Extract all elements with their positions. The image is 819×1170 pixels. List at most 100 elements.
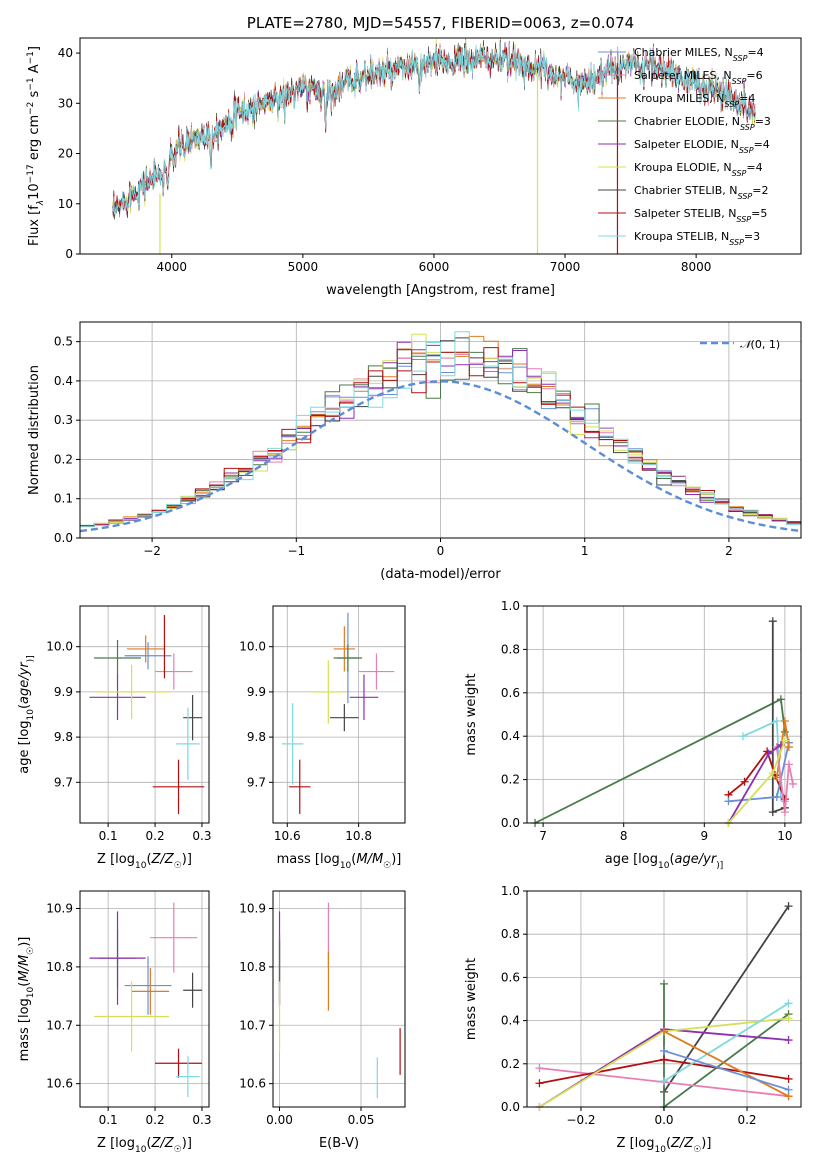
y-tick-label: 10.8 bbox=[46, 960, 73, 974]
series-marker bbox=[784, 1085, 793, 1094]
x-tick-label: 2 bbox=[725, 544, 733, 558]
legend-item: Salpeter MILES, NSSP=6 bbox=[598, 69, 763, 86]
x-tick-label: 8 bbox=[620, 829, 628, 843]
series-marker bbox=[772, 773, 781, 782]
errorbar-point bbox=[131, 968, 170, 1015]
series-marker bbox=[660, 1027, 668, 1036]
series-marker bbox=[772, 792, 781, 801]
axes-frame bbox=[272, 605, 406, 824]
series-chabrier_stelib bbox=[660, 902, 793, 1096]
y-tick-label: 0.4 bbox=[54, 374, 73, 388]
x-tick-label: 10 bbox=[777, 829, 792, 843]
series-marker bbox=[772, 717, 781, 726]
legend-item: Chabrier STELIB, NSSP=2 bbox=[598, 184, 768, 201]
errorbar-point bbox=[333, 626, 356, 672]
errorbar-point bbox=[124, 642, 172, 670]
legend-item: Kroupa ELODIE, NSSP=4 bbox=[598, 161, 763, 178]
y-tick-label: 10.6 bbox=[239, 1077, 266, 1091]
y-tick-label: 10.0 bbox=[239, 640, 266, 654]
legend: Chabrier MILES, NSSP=4 Salpeter MILES, NS… bbox=[598, 46, 771, 247]
spectrum-line-kroupa_stelib bbox=[112, 41, 756, 215]
x-tick-label: 8000 bbox=[681, 260, 712, 274]
series-marker bbox=[780, 808, 789, 817]
errorbar-point bbox=[150, 902, 198, 973]
x-tick-label: 4000 bbox=[156, 260, 187, 274]
x-tick-label: 0.00 bbox=[266, 1113, 293, 1127]
y-tick-label: 1.0 bbox=[501, 599, 520, 613]
series-marker bbox=[768, 769, 777, 778]
errorbar-point bbox=[89, 911, 146, 1005]
legend-item: Salpeter STELIB, NSSP=5 bbox=[598, 207, 767, 224]
y-tick-label: 10.6 bbox=[46, 1077, 73, 1091]
x-axis-label: Z [log10(Z/Z☉)] bbox=[97, 1136, 192, 1155]
y-tick-label: 10.9 bbox=[46, 902, 73, 916]
errorbar-point bbox=[155, 653, 193, 690]
errorbar-point bbox=[176, 707, 200, 781]
y-tick-label: 1.0 bbox=[501, 884, 520, 898]
x-tick-label: 0.0 bbox=[654, 1113, 673, 1127]
errorbar-point bbox=[94, 639, 141, 677]
gaussian-curve bbox=[80, 380, 801, 533]
series-marker bbox=[768, 808, 777, 817]
series-salpeter_elodie bbox=[724, 740, 785, 827]
errorbar-point bbox=[183, 695, 202, 741]
y-tick-label: 10.0 bbox=[46, 640, 73, 654]
axes-frame bbox=[526, 605, 802, 824]
legend-item: Kroupa STELIB, NSSP=3 bbox=[598, 230, 760, 247]
x-axis-label: E(B-V) bbox=[319, 1136, 359, 1151]
y-tick-label: 0.1 bbox=[54, 492, 73, 506]
y-tick-label: 0.4 bbox=[501, 1014, 520, 1028]
legend-label: Kroupa STELIB, NSSP=3 bbox=[634, 230, 760, 247]
series-chabrier_miles bbox=[724, 738, 793, 806]
series-line bbox=[534, 697, 786, 824]
y-tick-label: 9.7 bbox=[54, 775, 73, 789]
legend-label: Kroupa ELODIE, NSSP=4 bbox=[634, 161, 763, 178]
series-line bbox=[663, 905, 790, 1093]
y-tick-label: 0.8 bbox=[501, 927, 520, 941]
x-tick-label: 1 bbox=[581, 544, 589, 558]
errorbar-point bbox=[289, 759, 311, 814]
series-line bbox=[663, 1030, 789, 1097]
chart-title: PLATE=2780, MJD=54557, FIBERID=0063, z=0… bbox=[247, 14, 634, 32]
x-tick-label: 10.6 bbox=[274, 829, 301, 843]
age_vs_mass-panel: 10.6 10.8 9.7 9.8 9.9 10.0 mass [log10(M/M☉)] bbox=[239, 605, 406, 871]
y-tick-label: 0.0 bbox=[501, 816, 520, 830]
x-tick-label: 0.2 bbox=[737, 1113, 756, 1127]
y-axis-label: Flux [fλ10−17 erg cm−2 s−1 A−1] bbox=[26, 46, 46, 246]
legend-label: 𝒩(0, 1) bbox=[740, 338, 780, 351]
x-tick-label: 0.3 bbox=[192, 829, 211, 843]
errorbar-point bbox=[358, 653, 395, 690]
x-tick-label: −1 bbox=[287, 544, 305, 558]
y-tick-label: 20 bbox=[58, 147, 73, 161]
series-marker bbox=[784, 999, 793, 1008]
y-tick-label: 0.6 bbox=[501, 970, 520, 984]
legend-item: Chabrier ELODIE, NSSP=3 bbox=[598, 115, 771, 132]
x-tick-label: 0.2 bbox=[146, 829, 165, 843]
errorbar-point bbox=[152, 759, 205, 814]
y-tick-label: 9.7 bbox=[247, 775, 266, 789]
errorbar-point bbox=[330, 704, 359, 732]
errorbar-point bbox=[124, 956, 172, 1015]
series-kroupa_miles bbox=[772, 717, 793, 782]
y-tick-label: 9.8 bbox=[247, 730, 266, 744]
y-axis-label: mass weight bbox=[464, 958, 479, 1040]
legend-label: Chabrier ELODIE, NSSP=3 bbox=[634, 115, 771, 132]
y-tick-label: 10 bbox=[58, 197, 73, 211]
series-marker bbox=[784, 1014, 793, 1023]
y-tick-label: 40 bbox=[58, 46, 73, 60]
x-axis-label: mass [log10(M/M☉)] bbox=[277, 852, 402, 871]
y-tick-label: 0.0 bbox=[54, 531, 73, 545]
y-axis-label: age [log10(age/yr)] bbox=[17, 655, 36, 773]
legend-label: Salpeter MILES, NSSP=6 bbox=[634, 69, 763, 86]
errorbar-point bbox=[183, 972, 202, 1008]
axes-frame bbox=[79, 37, 802, 255]
y-tick-label: 9.9 bbox=[54, 685, 73, 699]
x-tick-label: 0.2 bbox=[146, 1113, 165, 1127]
x-tick-label: 0.1 bbox=[99, 1113, 118, 1127]
series-marker bbox=[780, 736, 789, 745]
age_vs_Z-panel: 0.1 0.2 0.3 9.7 9.8 9.9 10.0 Z [log10(Z/Z☉)] age… bbox=[17, 605, 212, 871]
y-tick-label: 10.7 bbox=[46, 1018, 73, 1032]
x-axis-label: Z [log10(Z/Z☉)] bbox=[97, 852, 192, 871]
series-marker bbox=[784, 1074, 793, 1083]
errorbar-point bbox=[333, 644, 363, 672]
